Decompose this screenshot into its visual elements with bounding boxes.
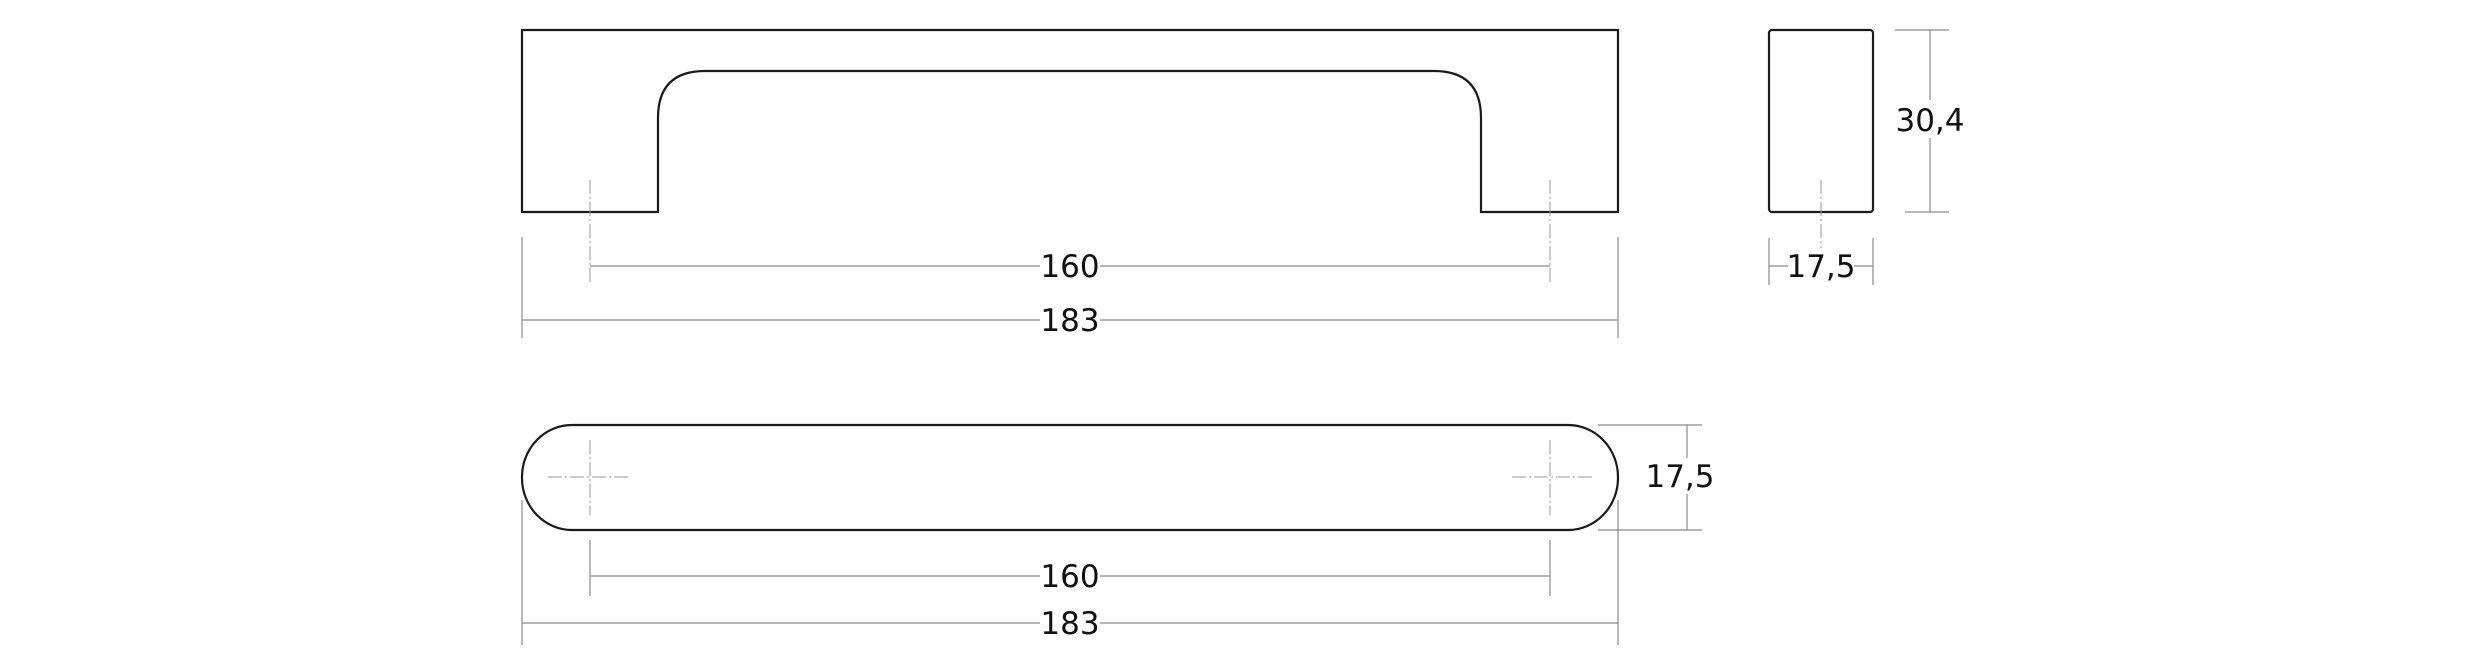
dimension-label-30-4: 30,4 — [1895, 103, 1964, 139]
front-view: 160 183 — [520, 28, 1620, 339]
dimension-label-17-5: 17,5 — [1645, 459, 1714, 495]
dimension-label-183: 183 — [1040, 606, 1099, 642]
top-view: 17,5 160 183 — [520, 423, 1715, 645]
side-view: 30,4 17,5 — [1767, 28, 1965, 285]
dimension-label-17-5: 17,5 — [1786, 249, 1855, 285]
dimension-label-183: 183 — [1040, 303, 1099, 339]
handle-front-outline — [520, 28, 1620, 214]
handle-top-outline — [520, 423, 1620, 532]
dimension-label-160: 160 — [1040, 249, 1099, 285]
dimension-label-160: 160 — [1040, 559, 1099, 595]
